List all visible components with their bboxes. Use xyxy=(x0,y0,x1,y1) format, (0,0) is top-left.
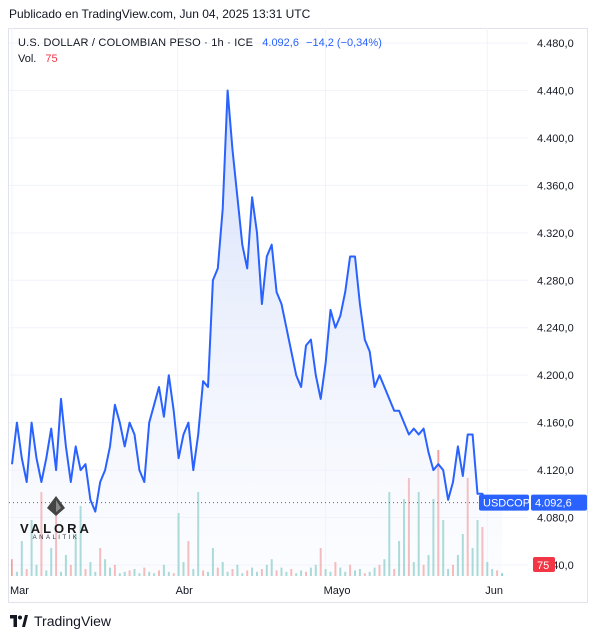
x-tick-label: Mar xyxy=(10,585,29,597)
price-tag-box xyxy=(531,494,587,511)
volume-value: 75 xyxy=(45,53,58,65)
chart-frame xyxy=(8,28,588,603)
symbol-label: U.S. DOLLAR / COLOMBIAN PESO · 1h · ICE xyxy=(18,37,254,49)
volume-tag-box xyxy=(533,557,555,572)
y-tick-label: 4.280,0 xyxy=(537,275,574,287)
valora-sub: ANALITIK xyxy=(32,535,80,541)
y-tick-label: 4.160,0 xyxy=(537,418,574,430)
y-tick-label: 4.080,0 xyxy=(537,513,574,525)
y-tick-label: 4.440,0 xyxy=(537,85,574,97)
valora-logo-icon xyxy=(46,496,65,516)
tradingview-footer[interactable]: TradingView xyxy=(10,613,111,629)
valora-watermark: VALORA ANALITIK xyxy=(20,496,92,541)
price-change: −14,2 (−0,34%) xyxy=(306,37,382,49)
price-tag-label: 4.092,6 xyxy=(535,498,572,510)
y-tick-label: 4.400,0 xyxy=(537,133,574,145)
y-axis: 4.480,0 4.440,0 4.400,0 4.360,0 4.320,0 4.280… xyxy=(537,38,574,572)
y-tick-label: 4.480,0 xyxy=(537,38,574,50)
y-tick-label: 4.120,0 xyxy=(537,465,574,477)
volume-label: Vol. xyxy=(18,53,37,65)
y-tick-label: 4.240,0 xyxy=(537,323,574,335)
price-area xyxy=(9,89,502,576)
tradingview-logo-icon xyxy=(10,615,28,627)
x-axis: Mar Abr Mayo Jun xyxy=(10,585,503,597)
x-tick-label: Jun xyxy=(485,585,503,597)
volume-tag-label: 75 xyxy=(537,560,549,572)
tradingview-brand: TradingView xyxy=(34,613,112,629)
ticker-tag-label: USDCOP xyxy=(483,498,530,510)
price-line xyxy=(11,89,502,513)
y-tick-label: 4.360,0 xyxy=(537,180,574,192)
price-area-fill xyxy=(12,90,502,576)
price-value: 4.092,6 xyxy=(262,37,299,49)
y-tick-label: 4.200,0 xyxy=(537,370,574,382)
y-tick-label: 4.320,0 xyxy=(537,228,574,240)
ticker-tag-box xyxy=(479,494,529,511)
x-tick-label: Mayo xyxy=(324,585,351,597)
published-caption: Publicado en TradingView.com, Jun 04, 20… xyxy=(9,7,311,21)
price-tags: USDCOP 4.092,6 75 xyxy=(479,494,587,572)
chart-legend: U.S. DOLLAR / COLOMBIAN PESO · 1h · ICE … xyxy=(18,35,382,67)
x-tick-label: Abr xyxy=(176,585,193,597)
valora-name: VALORA xyxy=(20,521,92,536)
